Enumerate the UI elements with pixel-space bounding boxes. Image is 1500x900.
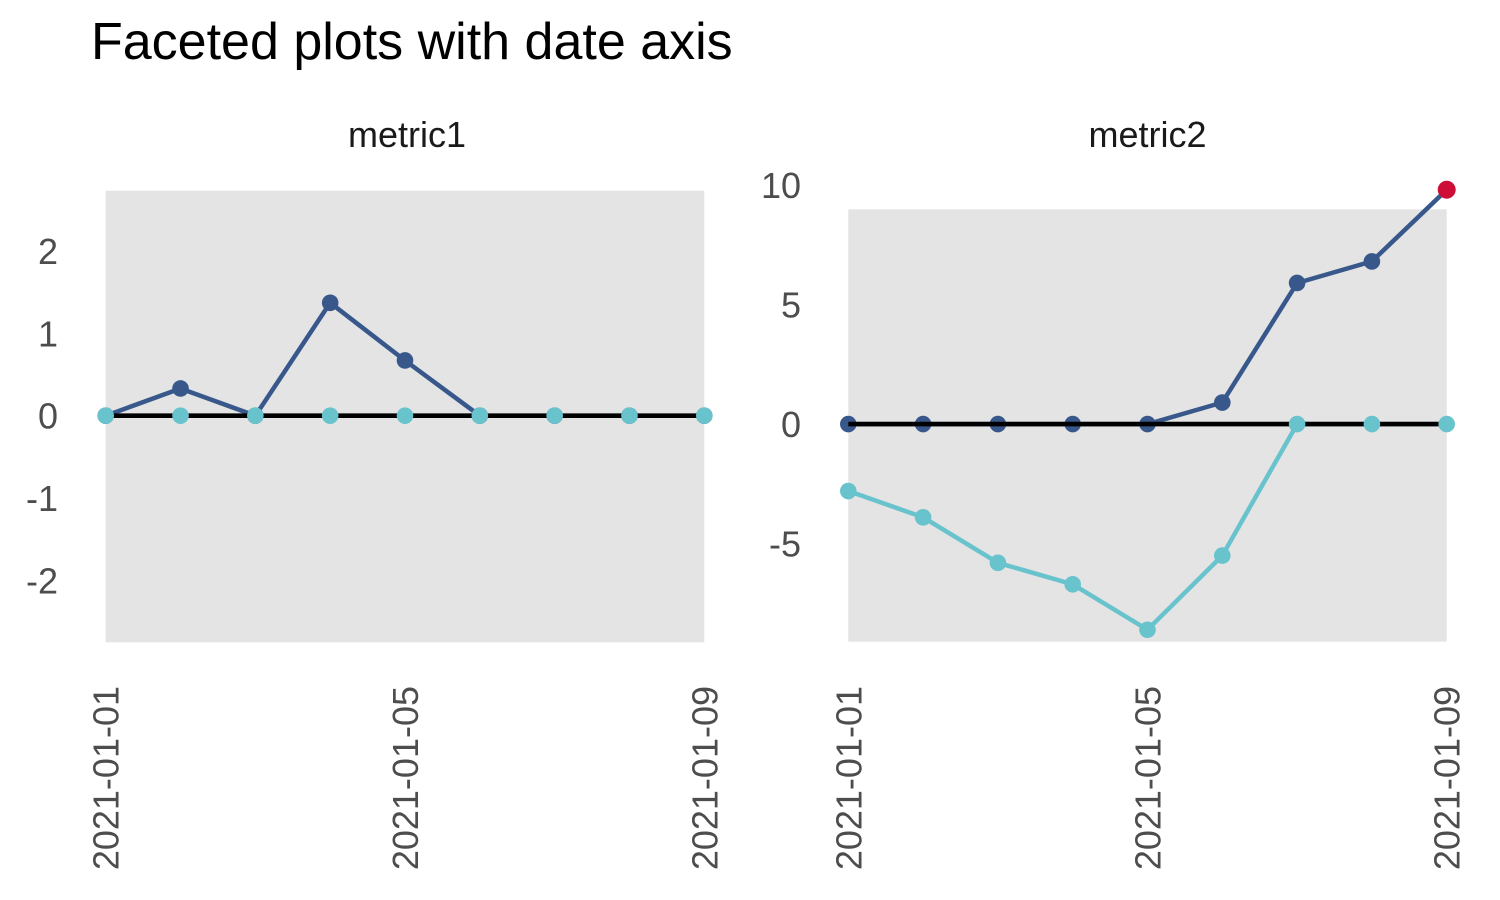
- x-tick-label: 2021-01-05: [1128, 686, 1169, 870]
- teal-series-point: [321, 407, 339, 424]
- teal-series-point: [1288, 415, 1306, 433]
- x-tick-label: 2021-01-01: [828, 686, 869, 870]
- chart-title: Faceted plots with date axis: [91, 13, 733, 71]
- navy-series-point: [172, 380, 189, 397]
- navy-series-point: [1288, 274, 1306, 292]
- y-tick-label: 10: [761, 165, 801, 206]
- navy-series-point: [1214, 394, 1231, 411]
- navy-series-point: [1363, 253, 1381, 270]
- facet-title: metric1: [348, 114, 466, 155]
- teal-series-point: [696, 407, 713, 424]
- y-tick-label: 5: [781, 284, 801, 325]
- facet-metric1: metric1 2 1 0 -1 -2 2021-01-01 2021-01-05 2021-0…: [26, 114, 725, 870]
- teal-series-point: [1438, 415, 1455, 433]
- y-tick-label: 0: [781, 404, 801, 445]
- teal-series-point: [471, 407, 489, 424]
- x-tick-label: 2021-01-01: [86, 686, 127, 870]
- facet-title: metric2: [1088, 114, 1206, 155]
- facet-metric2: metric2 10 5 0 -5 2021-01-01 2021-01-05 2021-01…: [761, 114, 1468, 870]
- teal-series-point: [546, 407, 563, 424]
- navy-series-point: [321, 294, 339, 312]
- teal-series-point: [914, 509, 932, 526]
- teal-series-point: [621, 407, 638, 424]
- teal-series-point: [97, 407, 114, 424]
- x-tick-label: 2021-01-09: [1427, 686, 1468, 870]
- x-tick-label: 2021-01-09: [684, 686, 725, 870]
- teal-series-point: [1214, 547, 1231, 564]
- teal-series-point: [172, 407, 189, 424]
- y-tick-label: -5: [769, 524, 801, 565]
- teal-series-point: [1363, 415, 1381, 433]
- teal-series-point: [840, 482, 857, 500]
- y-tick-label: 2: [38, 231, 58, 272]
- teal-series-point: [1139, 621, 1156, 639]
- teal-series-point: [989, 554, 1007, 572]
- teal-series-point: [396, 407, 414, 424]
- highlight-point: [1437, 180, 1456, 199]
- y-tick-label: -1: [26, 478, 58, 519]
- teal-series-point: [1064, 576, 1081, 593]
- navy-series-point: [396, 352, 414, 369]
- teal-series-point: [247, 407, 264, 424]
- y-tick-label: 0: [38, 396, 58, 437]
- y-tick-label: 1: [38, 313, 58, 354]
- x-tick-label: 2021-01-05: [385, 686, 426, 870]
- y-tick-label: -2: [26, 560, 58, 601]
